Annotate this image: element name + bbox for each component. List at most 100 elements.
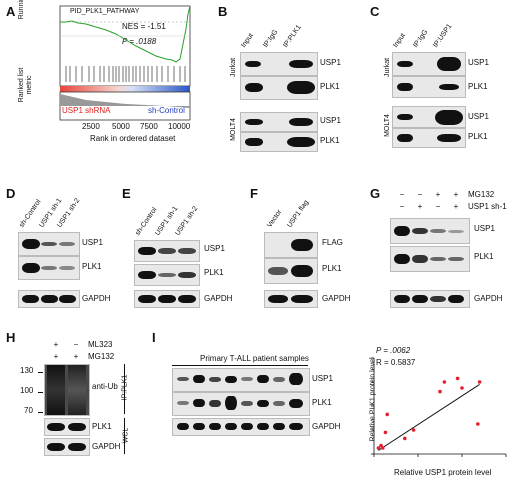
row-h-anti-ub: anti-Ub (92, 382, 118, 391)
blot-b-plk1-molt4 (240, 132, 318, 152)
cell-jurkat: Jurkat (230, 57, 238, 78)
g-r2-c2: + (417, 202, 423, 211)
gsea-hit-ticks (65, 66, 186, 82)
row-c-plk1-2: PLK1 (468, 132, 488, 141)
panel-label-c: C (370, 4, 380, 19)
nes-text: NES = -1.51 (122, 22, 166, 31)
blot-e-usp1 (134, 240, 200, 262)
data-point (383, 430, 388, 435)
data-point (460, 386, 464, 390)
blot-i-usp1 (172, 368, 310, 392)
blot-h-anti-ub (44, 364, 90, 416)
lane-ip-igg: IP:IgG (262, 28, 280, 49)
row-b-plk1-1: PLK1 (320, 82, 340, 91)
x-tick-5000: 5000 (112, 122, 130, 131)
row-f-gapdh: GAPDH (322, 294, 351, 303)
mw-70: 70 (24, 406, 33, 415)
blot-d-gapdh (18, 290, 80, 308)
g-r1-c3: + (435, 190, 441, 199)
gsea-title: PID_PLK1_PATHWAY (70, 8, 140, 15)
panel-label-b: B (218, 4, 228, 19)
sh-control-label: sh-Control (148, 106, 185, 115)
g-r2-c1: − (399, 202, 405, 211)
x-tick-2500: 2500 (82, 122, 100, 131)
panel-label-a: A (6, 4, 16, 19)
panel-label-f: F (250, 186, 258, 201)
blot-c-usp1-molt4 (392, 106, 466, 128)
cell-molt4: MOLT4 (229, 118, 237, 141)
row-d-usp1: USP1 (82, 238, 103, 247)
blot-g-plk1 (390, 246, 470, 272)
scatter-p-value: P = .0062 (376, 346, 411, 355)
blot-g-usp1 (390, 218, 470, 244)
blot-b-usp1-jurkat (240, 52, 318, 76)
p-value-text: P = .0188 (122, 37, 157, 46)
panel-label-h: H (6, 330, 16, 345)
h-r1-c1: + (53, 340, 59, 349)
blot-d-usp1 (18, 232, 80, 256)
lane-input: Input (240, 32, 255, 49)
row-g-plk1: PLK1 (474, 252, 494, 261)
blot-e-gapdh (134, 290, 200, 308)
gsea-es-curve (60, 5, 191, 63)
row-e-gapdh: GAPDH (204, 294, 233, 303)
panel-label-e: E (122, 186, 131, 201)
panel-label-i: I (152, 330, 156, 345)
blot-f-gapdh (264, 290, 318, 308)
g-treat-usp1sh1: USP1 sh-1 (468, 202, 507, 211)
row-i-usp1: USP1 (312, 374, 333, 383)
row-c-usp1-2: USP1 (468, 112, 489, 121)
x-tick-7500: 7500 (140, 122, 158, 131)
row-g-gapdh: GAPDH (474, 294, 503, 303)
lane-f-usp1flag: USP1 flag (286, 199, 311, 229)
row-d-plk1: PLK1 (82, 262, 102, 271)
gsea-ylabel-es: Running enrichment score (18, 0, 30, 28)
blot-i-gapdh (172, 418, 310, 436)
gsea-es-frame (59, 5, 191, 87)
cell-c-jurkat: Jurkat (384, 57, 392, 78)
row-h-gapdh: GAPDH (92, 442, 121, 451)
row-e-plk1: PLK1 (204, 268, 224, 277)
data-point (477, 380, 482, 384)
data-point (442, 380, 447, 384)
blot-c-usp1-jurkat (392, 52, 466, 76)
panel-label-g: G (370, 186, 381, 201)
g-treat-mg132: MG132 (468, 190, 495, 199)
row-i-plk1: PLK1 (312, 398, 332, 407)
blot-h-plk1 (44, 418, 90, 436)
blot-g-gapdh (390, 290, 470, 308)
blot-f-flag (264, 232, 318, 258)
blot-i-plk1 (172, 392, 310, 416)
blot-c-plk1-jurkat (392, 76, 466, 98)
regression-line (378, 383, 480, 451)
data-point (455, 376, 460, 381)
scatter-plot (371, 357, 507, 457)
row-b-plk1-2: PLK1 (320, 136, 340, 145)
h-wcl-label: WCL (122, 427, 130, 444)
data-point (385, 412, 389, 417)
gsea-rank-colorbar (60, 86, 190, 92)
h-r2-c1: + (53, 352, 59, 361)
panel-label-d: D (6, 186, 16, 201)
data-point (411, 428, 416, 432)
lane-ip-plk1: IP:PLK1 (282, 23, 303, 49)
data-point (403, 436, 407, 441)
data-point (476, 422, 480, 426)
g-r1-c2: − (417, 190, 423, 199)
row-f-plk1: PLK1 (322, 264, 342, 273)
g-r1-c1: − (399, 190, 405, 199)
row-c-usp1-1: USP1 (468, 58, 489, 67)
blot-d-plk1 (18, 256, 80, 280)
blot-f-plk1 (264, 258, 318, 284)
h-ip-label: IP:PLK1 (121, 374, 129, 401)
usp1-shrna-label: USP1 shRNA (62, 106, 111, 115)
row-e-usp1: USP1 (204, 244, 225, 253)
row-c-plk1-1: PLK1 (468, 82, 488, 91)
gsea-metric-area (60, 94, 190, 108)
lane-c-ip-igg: IP:IgG (412, 28, 430, 49)
row-d-gapdh: GAPDH (82, 294, 111, 303)
h-treat-ml323: ML323 (88, 340, 113, 349)
scatter-r-value: R = 0.5837 (376, 358, 416, 367)
data-point (376, 446, 381, 450)
g-r2-c4: + (453, 202, 459, 211)
